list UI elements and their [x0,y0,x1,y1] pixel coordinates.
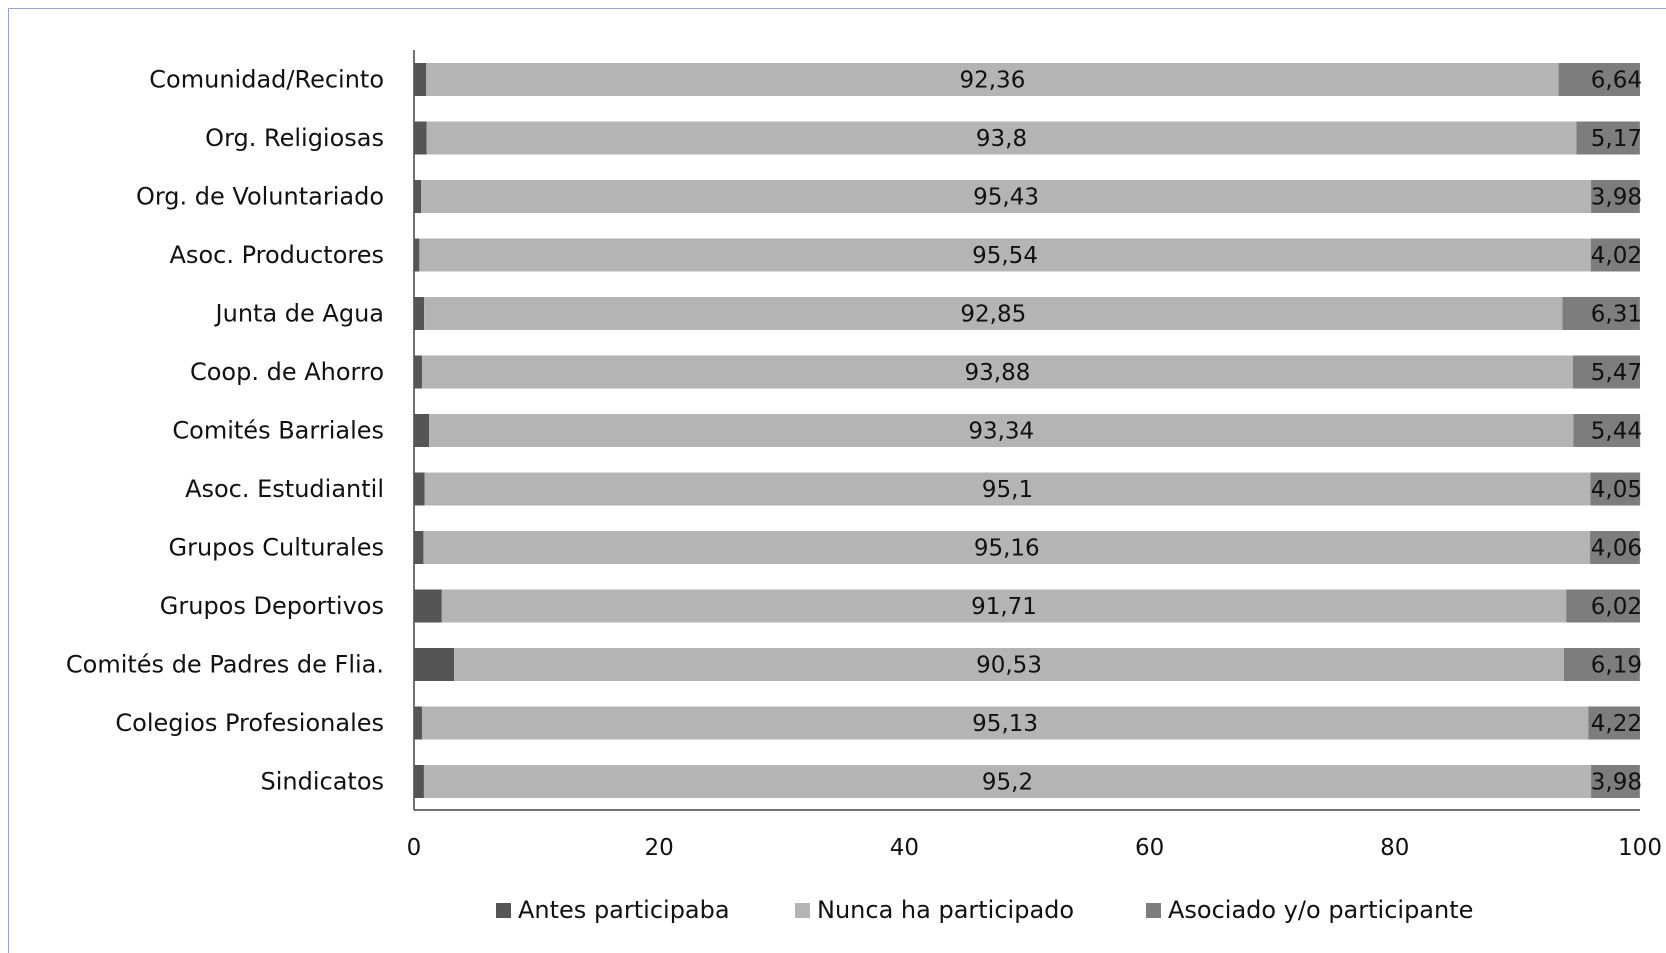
data-label: 4,06 [1591,536,1642,562]
data-label: 4,02 [1591,243,1642,269]
bar-segment [414,589,442,623]
bar-segment [441,589,1567,623]
data-label: 95,2 [982,770,1033,796]
category-label: Asoc. Estudiantil [185,475,384,503]
category-label: Coop. de Ahorro [190,358,384,386]
bar-segment [1562,297,1640,330]
x-tick-label: 60 [1135,835,1164,861]
bar-segment [1566,589,1640,623]
bar-segment [414,180,422,213]
bar-segment [1590,472,1641,506]
category-label: Junta de Agua [214,300,384,328]
bar-segment [414,121,427,155]
bar-segment [414,297,425,330]
data-label: 92,36 [959,68,1025,94]
data-label: 95,1 [982,477,1033,503]
data-label: 5,44 [1591,419,1642,445]
legend-label: Antes participaba [518,896,730,924]
x-tick-label: 20 [645,835,674,861]
data-label: 95,43 [973,185,1039,211]
bar-segment [429,414,1574,447]
data-label: 93,8 [976,126,1027,152]
bar-segment [1590,238,1640,272]
data-label: 4,05 [1591,477,1642,503]
bar-segment [1558,63,1640,96]
category-label: Org. Religiosas [205,124,384,152]
bar-segment [1572,355,1640,389]
bar-segment [414,765,424,798]
bar-segment [414,238,420,272]
data-label: 91,71 [971,594,1037,620]
data-label: 4,22 [1591,711,1642,737]
x-tick-label: 40 [890,835,919,861]
bar-segment [414,63,427,96]
category-label: Grupos Culturales [169,534,385,562]
bar-segment [426,121,1577,155]
bar-segment [1591,765,1640,798]
bar-segment [414,414,430,447]
bar-segment [421,706,1589,740]
bar-segment [414,472,425,506]
bar-segment [421,180,1592,213]
bar-segment [414,706,422,740]
bar-segment [1591,180,1640,213]
bar-segment [414,355,422,389]
category-label: Comunidad/Recinto [149,66,384,94]
category-label: Comités de Padres de Flia. [66,651,384,679]
category-label: Comités Barriales [172,417,384,445]
category-label: Sindicatos [260,768,384,796]
bar-segment [419,238,1591,272]
data-label: 6,19 [1591,653,1642,679]
x-tick-label: 100 [1618,835,1662,861]
bar-segment [1563,648,1640,681]
bar-segment [421,355,1573,389]
legend-swatch [1146,903,1161,918]
category-label: Asoc. Productores [170,241,384,269]
bar-segment [1576,121,1640,155]
bar-segment [423,765,1592,798]
bar-segment [1588,706,1640,740]
bar-segment [426,63,1559,96]
legend-label: Asociado y/o participante [1168,896,1473,924]
data-label: 3,98 [1591,770,1642,796]
legend-label: Nunca ha participado [817,896,1074,924]
category-label: Colegios Profesionales [115,709,384,737]
bar-segment [423,531,1591,564]
bar-segment [414,531,424,564]
data-label: 6,02 [1591,594,1642,620]
bar-segment [1590,531,1640,564]
data-label: 90,53 [976,653,1042,679]
data-label: 92,85 [960,302,1026,328]
bar-segment [424,472,1591,506]
bar-segment [1573,414,1641,447]
legend-swatch [496,903,511,918]
chart-frame [8,8,1666,953]
legend-swatch [795,903,810,918]
data-label: 3,98 [1591,185,1642,211]
bar-segment [454,648,1564,681]
data-label: 93,88 [965,360,1031,386]
bar-segment [424,297,1563,330]
data-label: 95,13 [972,711,1038,737]
data-label: 93,34 [968,419,1034,445]
x-tick-label: 0 [407,835,422,861]
data-label: 5,17 [1591,126,1642,152]
category-label: Grupos Deportivos [160,592,384,620]
data-label: 6,31 [1591,302,1642,328]
bar-segment [414,648,455,681]
data-label: 95,16 [974,536,1040,562]
data-label: 95,54 [972,243,1038,269]
x-tick-label: 80 [1380,835,1409,861]
category-label: Org. de Voluntariado [136,183,384,211]
data-label: 6,64 [1591,68,1642,94]
data-label: 5,47 [1591,360,1642,386]
